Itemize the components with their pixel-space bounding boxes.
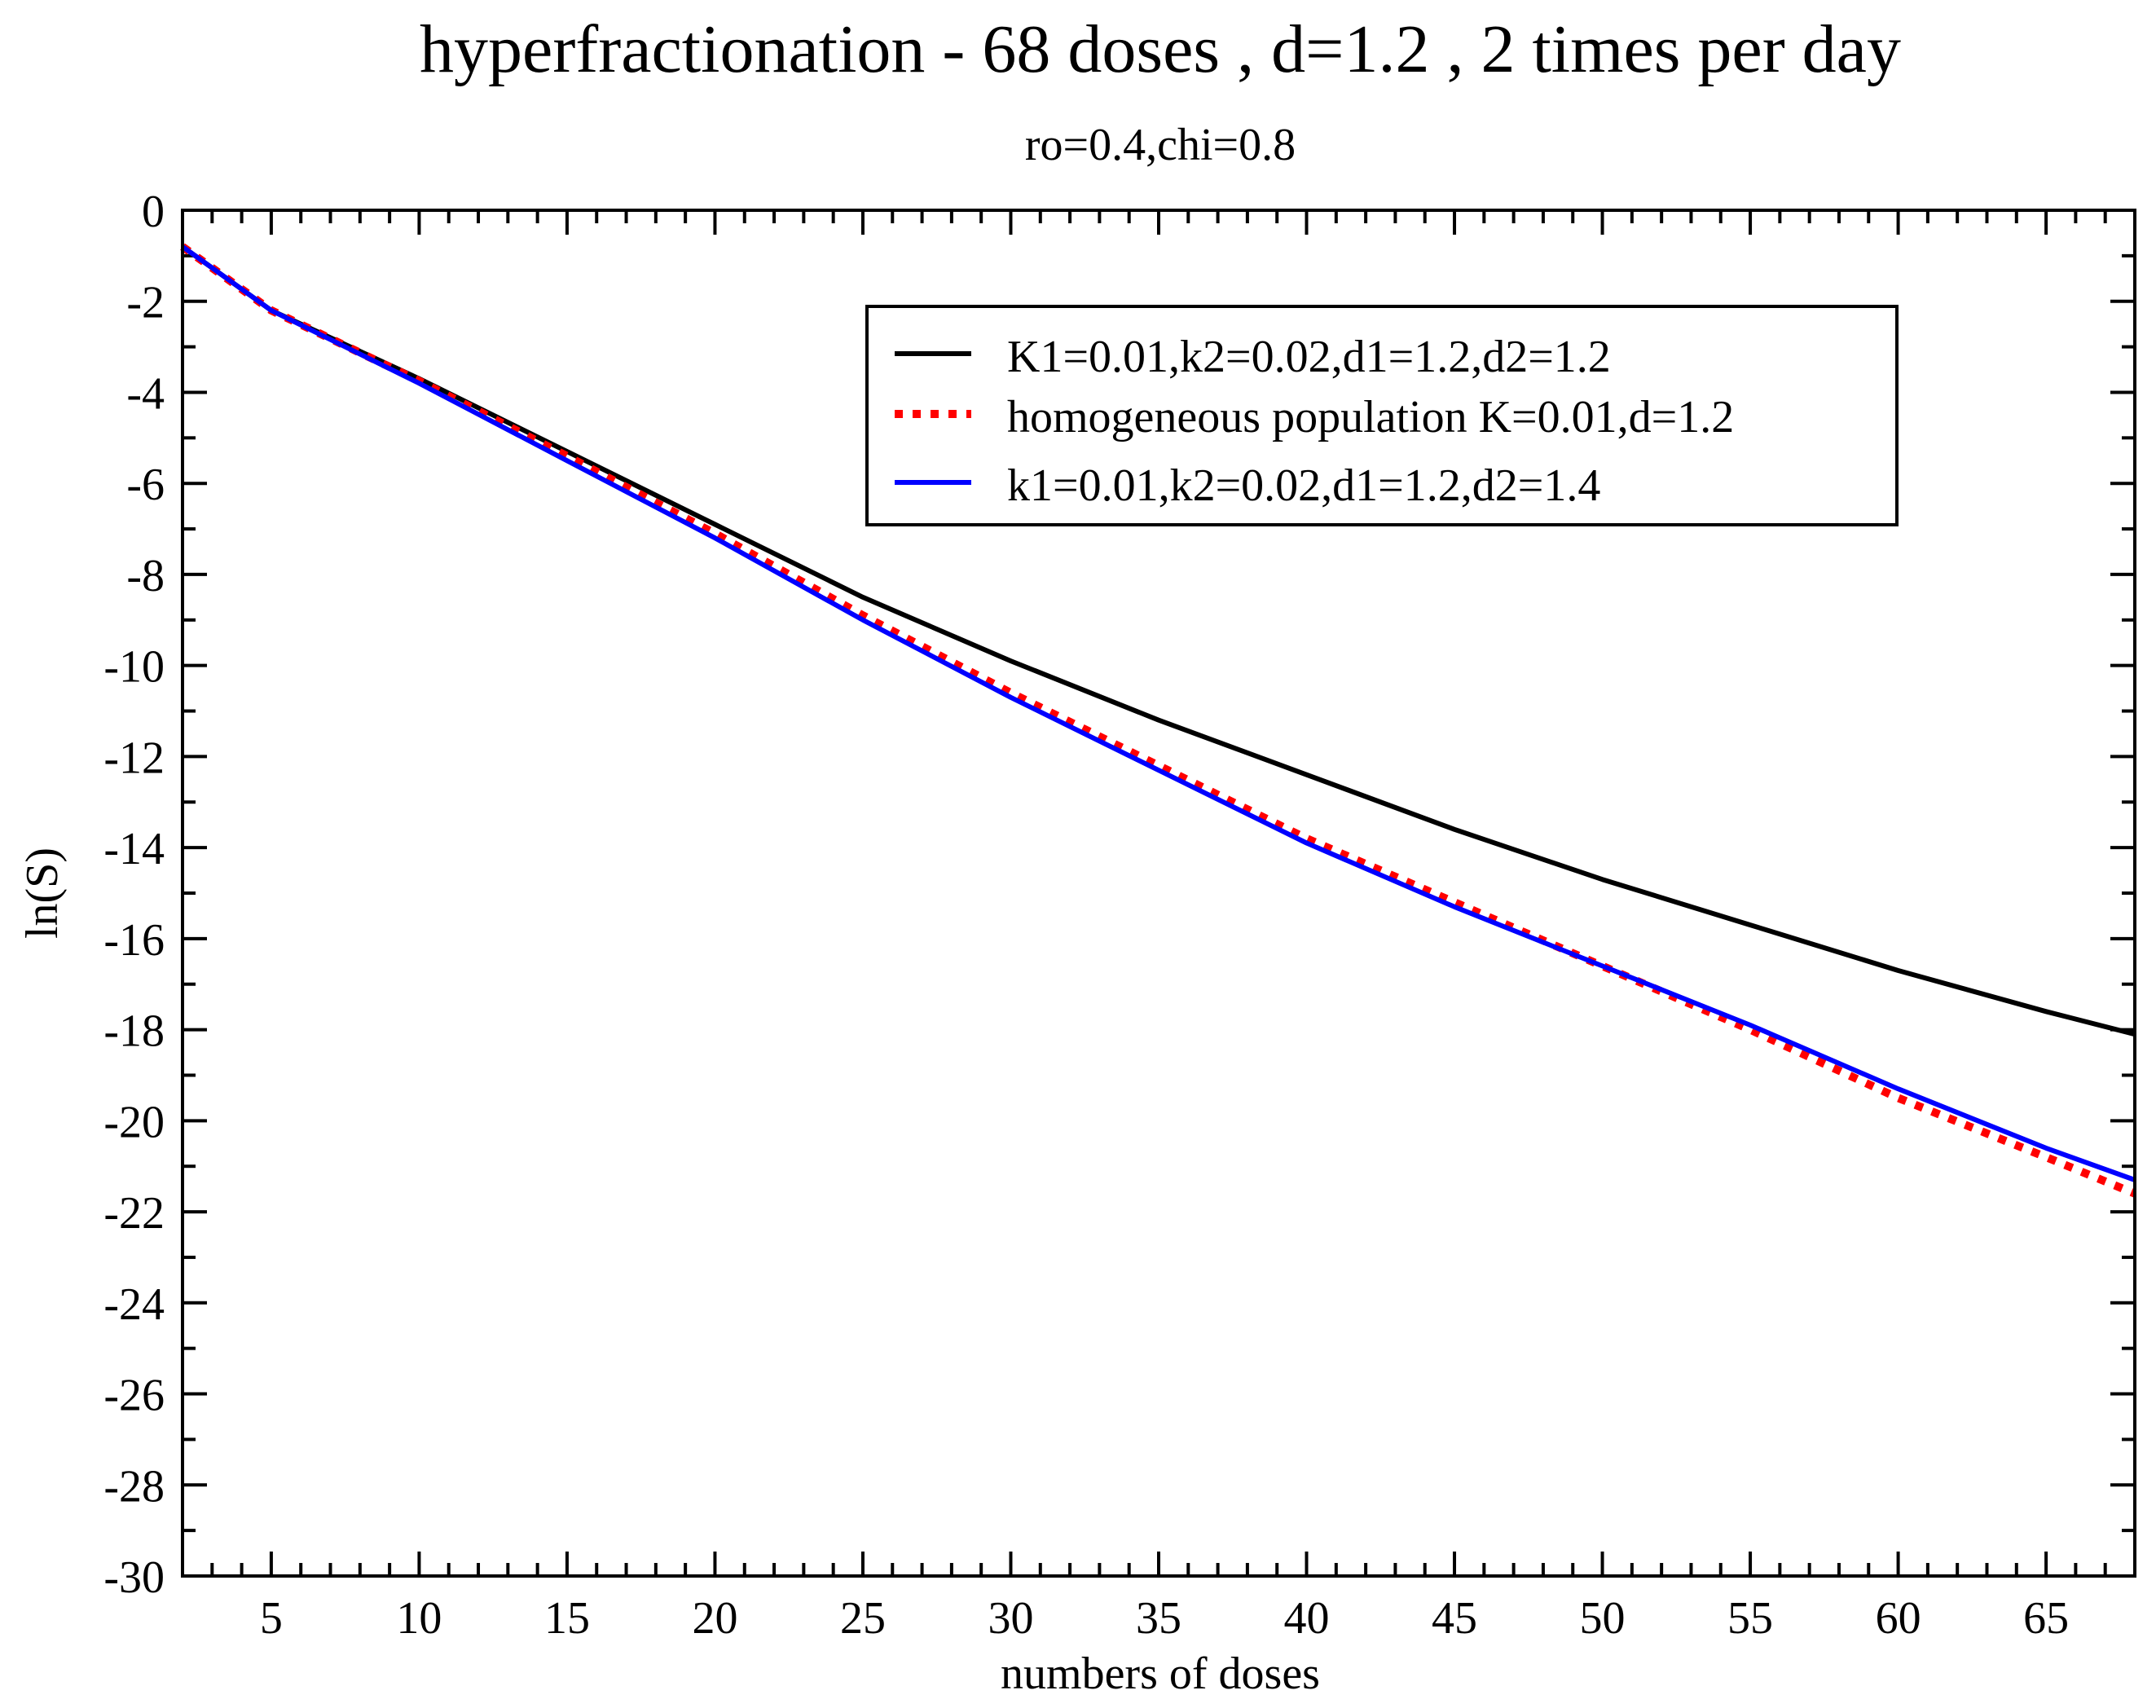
x-tick-label: 20 [692,1593,737,1644]
y-tick-label: -24 [103,1279,165,1330]
x-tick-label: 40 [1284,1593,1330,1644]
y-tick-label: -28 [103,1461,165,1512]
y-tick-label: -18 [103,1006,165,1057]
x-tick-label: 45 [1432,1593,1477,1644]
y-tick-label: -12 [103,733,165,783]
x-tick-labels: 5 10 15 20 25 30 35 40 45 50 55 60 65 [260,1593,2069,1644]
legend-label-1: K1=0.01,k2=0.02,d1=1.2,d2=1.2 [1007,332,1611,382]
y-tick-labels: 0 -2 -4 -6 -8 -10 -12 -14 -16 -18 -20 -22 -24 -26 -28 -… [103,187,165,1603]
x-tick-label: 60 [1876,1593,1921,1644]
legend-label-3: k1=0.01,k2=0.02,d1=1.2,d2=1.4 [1007,460,1600,511]
series-line-2 [180,243,2136,1198]
x-tick-label: 25 [840,1593,886,1644]
series-line-3 [181,244,2136,1182]
legend-label-2: homogeneous population K=0.01,d=1.2 [1007,392,1734,442]
x-tick-label: 35 [1136,1593,1181,1644]
axis-ticks [181,209,2136,1578]
y-tick-label: -30 [103,1552,165,1603]
y-tick-label: -10 [103,642,165,693]
y-tick-label: -26 [103,1371,165,1421]
y-tick-label: -14 [103,824,165,874]
chart-title: hyperfractionation - 68 doses , d=1.2 , … [420,11,1901,87]
chart-subtitle: ro=0.4,chi=0.8 [1025,120,1296,170]
x-tick-label: 50 [1580,1593,1626,1644]
legend: K1=0.01,k2=0.02,d1=1.2,d2=1.2 homogeneou… [865,305,1899,526]
series-lines [180,243,2136,1198]
x-tick-label: 30 [988,1593,1033,1644]
x-tick-label: 10 [396,1593,442,1644]
y-tick-label: -22 [103,1188,165,1239]
y-tick-label: -16 [103,915,165,966]
x-tick-label: 55 [1727,1593,1773,1644]
x-tick-label: 15 [544,1593,590,1644]
y-tick-label: -8 [126,551,165,601]
y-tick-label: -2 [126,278,165,328]
y-axis-label: ln(S) [17,847,68,939]
y-tick-label: -4 [126,368,165,419]
y-tick-label: -6 [126,460,165,510]
x-axis-label: numbers of doses [1001,1649,1320,1699]
x-tick-label: 65 [2023,1593,2069,1644]
plot-frame [181,209,2136,1578]
legend-box [865,305,1899,526]
y-tick-label: 0 [142,187,165,237]
y-tick-label: -20 [103,1097,165,1147]
x-tick-label: 5 [260,1593,283,1644]
